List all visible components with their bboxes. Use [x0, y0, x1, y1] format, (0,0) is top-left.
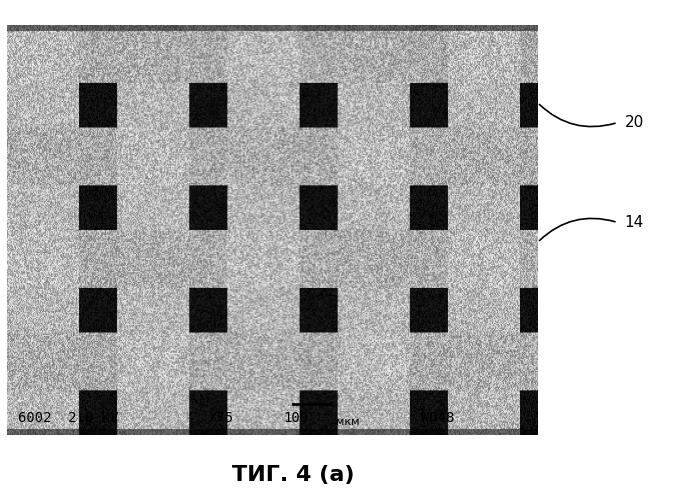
- Text: ΤИГ. 4 (a): ΤИГ. 4 (a): [232, 465, 355, 485]
- Text: мкм: мкм: [336, 417, 359, 427]
- Text: 14: 14: [625, 215, 644, 230]
- Text: 20: 20: [625, 115, 644, 130]
- Text: 6002  2.0 KV: 6002 2.0 KV: [17, 411, 118, 425]
- Text: WD48: WD48: [421, 411, 454, 425]
- Text: 100: 100: [283, 411, 308, 425]
- Text: X75: X75: [209, 411, 234, 425]
